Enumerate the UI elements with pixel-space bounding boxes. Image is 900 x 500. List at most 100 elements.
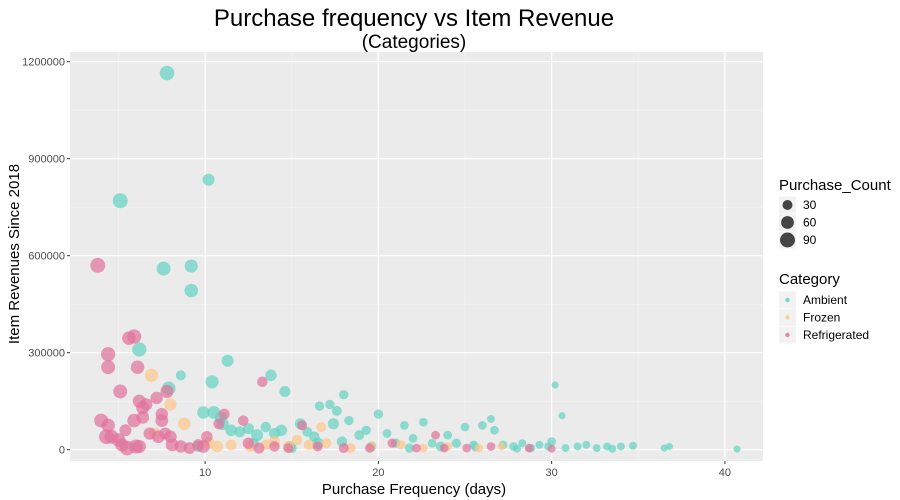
data-point xyxy=(100,347,116,362)
data-point xyxy=(331,405,342,416)
color-legend-symbol xyxy=(785,315,790,320)
data-point xyxy=(477,421,487,430)
color-legend-symbol xyxy=(785,332,790,338)
data-point xyxy=(629,441,638,450)
data-point xyxy=(665,442,674,451)
data-point xyxy=(365,443,375,453)
data-point xyxy=(361,425,371,435)
data-point xyxy=(573,442,582,451)
data-point xyxy=(345,443,356,454)
data-point xyxy=(283,443,294,454)
data-point xyxy=(156,261,171,276)
data-point xyxy=(460,422,470,432)
data-point xyxy=(136,410,150,424)
data-point xyxy=(616,442,625,451)
y-tick-label: 300000 xyxy=(28,348,65,360)
axes: 10 20 30 40 0 300000 600000 900000 1200000 xyxy=(22,57,731,479)
color-legend-label: Refrigerated xyxy=(803,328,869,342)
size-legend-label: 60 xyxy=(803,216,817,230)
y-axis-title: Item Revenues Since 2018 xyxy=(6,164,23,344)
data-point xyxy=(547,444,556,453)
data-point xyxy=(113,384,128,399)
data-point xyxy=(242,437,255,449)
data-point xyxy=(119,424,132,437)
data-point xyxy=(205,375,219,389)
data-point xyxy=(327,418,339,430)
data-point xyxy=(112,193,128,209)
x-axis-title: Purchase Frequency (days) xyxy=(322,481,506,498)
data-point xyxy=(164,398,177,411)
data-point xyxy=(518,439,527,448)
data-point xyxy=(155,407,169,421)
chart-subtitle: (Categories) xyxy=(362,32,467,53)
data-point xyxy=(404,443,415,453)
data-point xyxy=(314,401,325,411)
data-point xyxy=(202,173,215,186)
series-refrigerated xyxy=(90,257,556,456)
size-legend-label: 90 xyxy=(803,233,817,247)
data-point xyxy=(260,421,272,433)
data-point xyxy=(175,370,186,381)
data-point xyxy=(490,425,499,435)
data-point xyxy=(419,443,428,453)
data-point xyxy=(144,368,159,382)
data-point xyxy=(561,444,570,453)
color-legend-symbol xyxy=(785,297,790,303)
y-tick-label: 600000 xyxy=(28,251,65,263)
size-legend-symbol xyxy=(780,232,795,248)
data-point xyxy=(344,415,354,426)
data-point xyxy=(225,439,237,451)
color-legend-entries: Ambient Frozen Refrigerated xyxy=(779,291,869,344)
data-point xyxy=(412,443,421,453)
data-point xyxy=(451,438,462,448)
data-point xyxy=(213,418,225,430)
data-point xyxy=(242,423,254,435)
data-point xyxy=(197,440,210,453)
data-point xyxy=(275,424,288,437)
data-point xyxy=(512,444,521,453)
data-point xyxy=(316,422,327,433)
color-legend-label: Ambient xyxy=(803,293,848,307)
y-tick-label: 900000 xyxy=(28,154,65,166)
x-tick-label: 20 xyxy=(372,467,384,479)
data-point xyxy=(325,399,335,410)
data-point xyxy=(184,283,199,298)
data-point xyxy=(338,443,349,454)
y-tick-label: 1200000 xyxy=(22,57,65,69)
data-point xyxy=(150,391,163,405)
data-point xyxy=(291,434,303,446)
color-legend-label: Frozen xyxy=(803,311,840,325)
series-frozen xyxy=(144,368,506,454)
data-point xyxy=(257,376,268,388)
data-point xyxy=(101,418,115,433)
data-point xyxy=(164,430,177,443)
data-point xyxy=(399,421,409,430)
data-point xyxy=(382,429,392,438)
legend: Purchase_Count 30 60 90 Category Ambient Fr… xyxy=(779,177,892,344)
data-point xyxy=(211,440,224,453)
data-point xyxy=(160,384,174,399)
data-point xyxy=(130,360,145,375)
data-point xyxy=(396,440,406,450)
y-tick-label: 0 xyxy=(59,445,65,457)
x-tick-label: 30 xyxy=(546,467,558,479)
data-point xyxy=(486,414,495,423)
data-point xyxy=(551,381,559,389)
x-tick-label: 40 xyxy=(719,467,731,479)
data-point xyxy=(608,444,617,453)
data-point xyxy=(269,441,280,452)
data-point xyxy=(486,442,496,451)
data-point xyxy=(592,444,601,453)
data-point xyxy=(582,440,591,449)
data-point xyxy=(237,415,249,426)
data-point xyxy=(321,438,332,449)
data-point xyxy=(431,430,440,440)
data-point xyxy=(279,385,291,398)
color-legend-title: Category xyxy=(779,271,840,288)
data-point xyxy=(312,441,323,452)
data-point xyxy=(159,65,175,81)
data-point xyxy=(184,259,198,273)
data-point xyxy=(427,438,437,448)
data-point xyxy=(524,443,534,453)
